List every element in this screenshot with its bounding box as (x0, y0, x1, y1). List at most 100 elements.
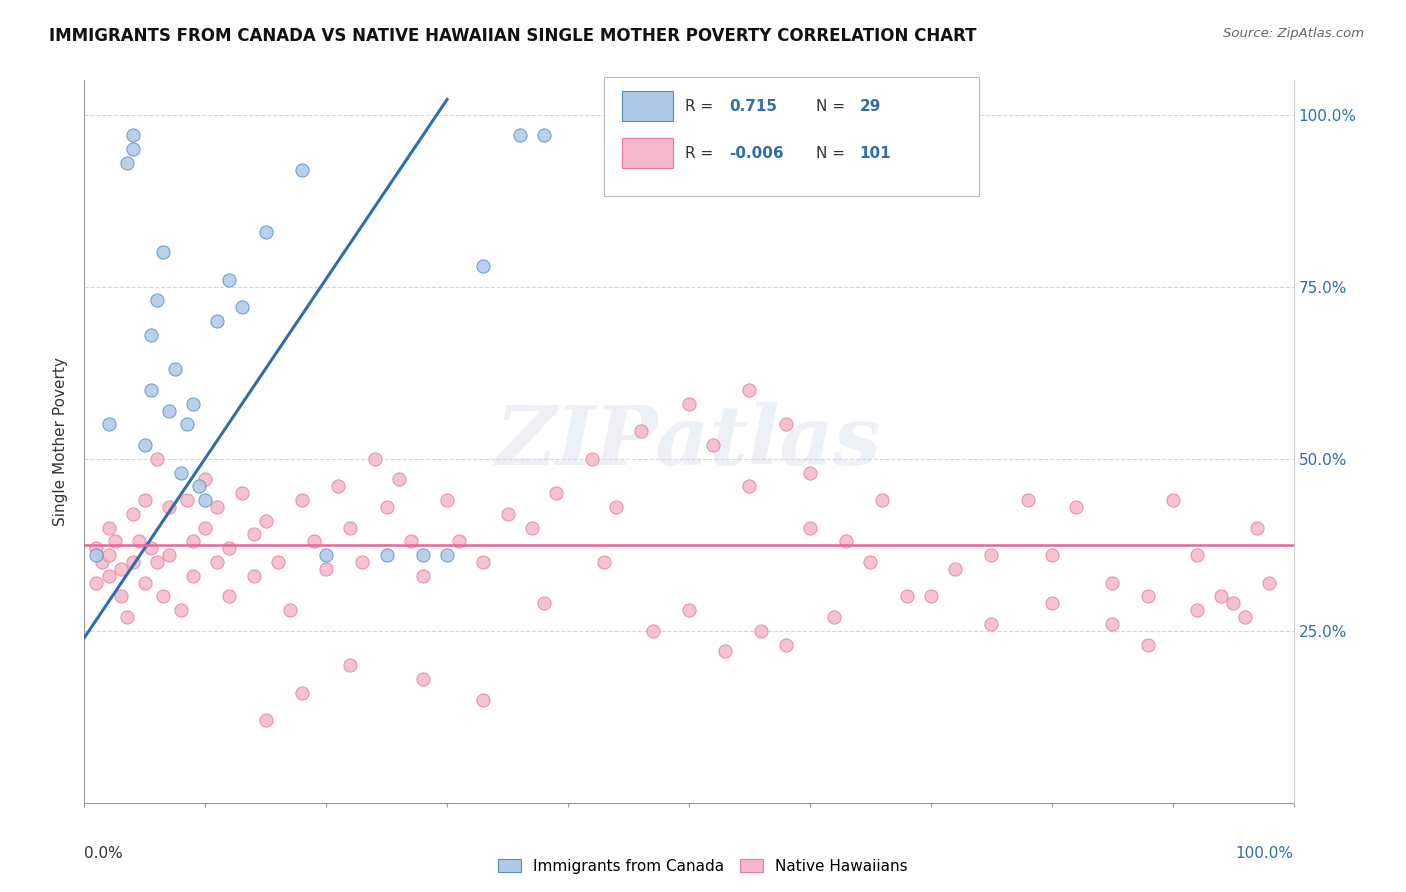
Point (533, 128, 555, 143)
Point (134, 493, 156, 508)
Text: ZIPatlas: ZIPatlas (496, 401, 882, 482)
Point (399, 534, 422, 549)
Point (97, 548, 120, 562)
Point (110, 562, 132, 576)
Point (1185, 603, 1208, 617)
Point (678, 397, 700, 411)
Point (412, 672, 434, 686)
Point (581, 451, 603, 466)
Point (254, 713, 277, 727)
Point (218, 590, 240, 604)
Point (352, 555, 374, 569)
Point (291, 493, 314, 508)
Text: 0.0%: 0.0% (84, 847, 124, 861)
Point (188, 479, 211, 493)
Point (267, 555, 290, 569)
Point (1209, 590, 1232, 604)
Point (472, 692, 495, 706)
Point (1040, 596, 1063, 610)
Point (775, 417, 797, 432)
Point (194, 472, 217, 486)
Point (302, 534, 325, 549)
Point (412, 568, 434, 582)
Point (207, 314, 229, 328)
Point (1222, 596, 1244, 610)
Text: 100.0%: 100.0% (1236, 847, 1294, 861)
Point (1185, 548, 1208, 562)
Point (678, 603, 700, 617)
Point (86, 541, 108, 556)
Point (231, 486, 253, 500)
Text: 29: 29 (859, 99, 880, 114)
Point (86, 575, 108, 590)
Point (146, 451, 169, 466)
Text: N =: N = (815, 145, 849, 161)
Point (872, 493, 894, 508)
Point (472, 259, 495, 273)
FancyBboxPatch shape (623, 138, 673, 169)
Point (630, 424, 652, 438)
Point (605, 500, 627, 514)
Point (254, 225, 277, 239)
FancyBboxPatch shape (605, 77, 979, 196)
Point (738, 479, 761, 493)
Point (194, 520, 217, 534)
Point (121, 142, 143, 156)
Point (86, 548, 108, 562)
Point (242, 568, 264, 582)
Point (799, 520, 821, 534)
Point (278, 603, 301, 617)
Point (134, 575, 156, 590)
Point (97, 520, 120, 534)
Point (207, 500, 229, 514)
Text: IMMIGRANTS FROM CANADA VS NATIVE HAWAIIAN SINGLE MOTHER POVERTY CORRELATION CHAR: IMMIGRANTS FROM CANADA VS NATIVE HAWAIIA… (49, 27, 977, 45)
Point (641, 624, 664, 638)
Point (449, 534, 471, 549)
Point (339, 520, 361, 534)
Text: -0.006: -0.006 (728, 145, 783, 161)
Point (339, 658, 361, 673)
Point (472, 555, 495, 569)
Point (315, 562, 337, 576)
Point (134, 438, 156, 452)
Point (835, 534, 858, 549)
Point (97, 417, 120, 432)
Point (1040, 548, 1063, 562)
Point (139, 541, 162, 556)
Point (412, 548, 434, 562)
Point (291, 686, 314, 700)
Legend: Immigrants from Canada, Native Hawaiians: Immigrants from Canada, Native Hawaiians (492, 853, 914, 880)
Point (799, 466, 821, 480)
Point (375, 500, 398, 514)
Point (1246, 520, 1268, 534)
Point (121, 507, 143, 521)
Point (104, 534, 127, 549)
Point (291, 162, 314, 177)
Point (1161, 493, 1184, 508)
Point (388, 472, 411, 486)
Point (152, 590, 174, 604)
Point (775, 638, 797, 652)
Point (110, 590, 132, 604)
Point (170, 466, 193, 480)
Text: N =: N = (815, 99, 849, 114)
Point (436, 493, 458, 508)
Point (1064, 500, 1087, 514)
Text: R =: R = (685, 99, 718, 114)
Point (943, 562, 966, 576)
Point (170, 603, 193, 617)
Point (1101, 575, 1123, 590)
Point (218, 273, 240, 287)
Point (97, 568, 120, 582)
Point (121, 128, 143, 143)
Point (533, 596, 555, 610)
Point (544, 486, 567, 500)
Point (436, 548, 458, 562)
Point (980, 616, 1002, 631)
Point (751, 624, 773, 638)
Point (121, 555, 143, 569)
Point (91, 555, 114, 569)
Point (181, 397, 204, 411)
Point (702, 438, 724, 452)
Point (315, 548, 337, 562)
